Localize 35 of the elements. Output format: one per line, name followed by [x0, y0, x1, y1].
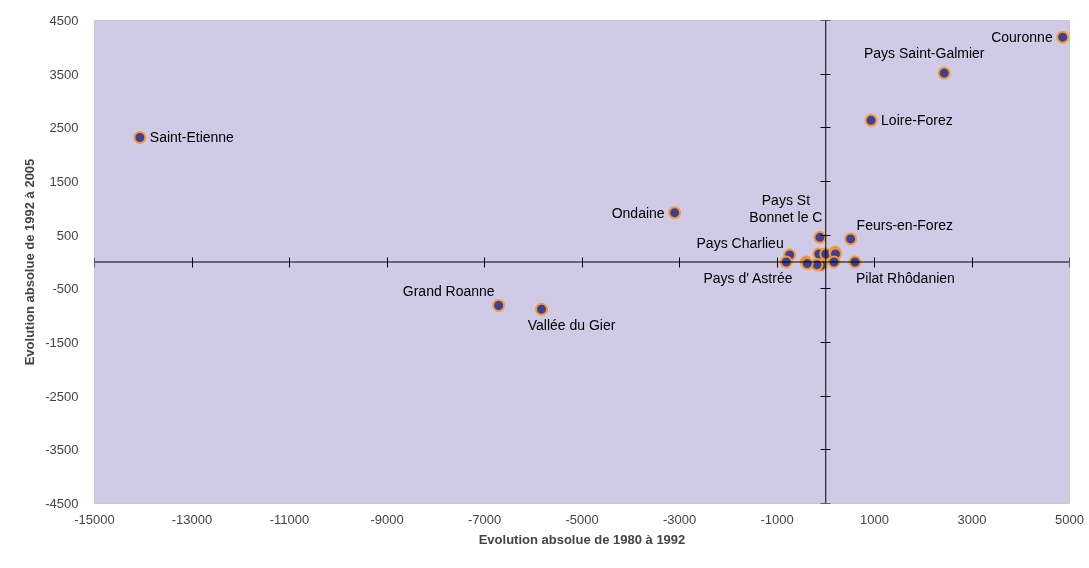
x-tick-label: -15000 — [74, 511, 115, 527]
x-tick-label: -1000 — [760, 511, 794, 527]
y-tick-label: 3500 — [49, 66, 79, 82]
y-tick-label: -4500 — [45, 496, 79, 511]
y-tick-label: -3500 — [45, 442, 79, 458]
annotation: Feurs-en-Forez — [856, 216, 954, 233]
annotation: Pays d' Astrée — [703, 270, 793, 286]
annotation: Vallée du Gier — [527, 317, 616, 334]
x-tick-label: -5000 — [565, 511, 599, 527]
y-tick-label: 2500 — [49, 120, 79, 136]
x-tick-label: 5000 — [1055, 511, 1084, 527]
y-tick-label: 1500 — [49, 174, 79, 189]
annotation: Saint-Etienne — [149, 129, 235, 146]
x-tick-label: 1000 — [860, 511, 889, 527]
annotation: Pays St Bonnet le C — [749, 191, 823, 226]
x-tick-label: -3000 — [662, 511, 697, 527]
annotation: Pilat Rhôdanien — [856, 270, 955, 286]
x-tick-label: -9000 — [370, 511, 404, 527]
annotation: Pays Saint-Galmier — [863, 45, 985, 62]
y-axis-title: Evolution absolue de 1992 à 2005 — [22, 158, 38, 366]
y-tick-label: 500 — [56, 227, 79, 243]
y-tick-label: 4500 — [49, 13, 79, 28]
x-tick-label: -11000 — [269, 511, 310, 527]
y-tick-label: -500 — [52, 281, 79, 297]
y-tick-label: -1500 — [45, 335, 79, 350]
annotation: Ondaine — [611, 204, 665, 221]
annotation: Pays Charlieu — [696, 235, 784, 252]
x-tick-label: -7000 — [467, 511, 502, 527]
x-axis-title: Evolution absolue de 1980 à 1992 — [478, 531, 686, 547]
annotation: Loire-Forez — [881, 112, 953, 129]
x-tick-label: 3000 — [957, 511, 987, 527]
annotation: Couronne — [991, 29, 1053, 46]
x-tick-label: -13000 — [171, 511, 213, 527]
y-tick-label: -2500 — [45, 388, 79, 404]
annotation: Grand Roanne — [402, 283, 495, 300]
